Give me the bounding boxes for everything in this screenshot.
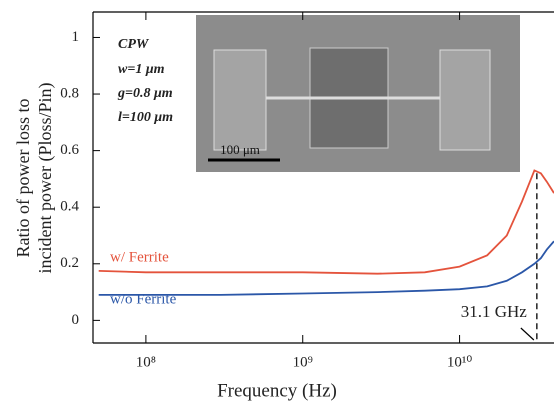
y-axis-label-line: Ratio of power loss to <box>13 99 33 258</box>
inset-text: g=0.8 μm <box>117 86 173 101</box>
y-tick-label: 0.2 <box>60 255 79 271</box>
y-axis-label-line: incident power (Ploss/Pin) <box>35 83 56 274</box>
inset-pad <box>440 50 490 150</box>
y-axis-label: Ratio of power loss to incident power (P… <box>13 83 56 274</box>
inset-text: CPW <box>118 37 150 52</box>
inset-image: 100 μm <box>196 15 520 172</box>
y-tick-label: 0 <box>72 312 80 328</box>
series-label: w/ Ferrite <box>110 249 169 265</box>
x-tick-label: 10⁸ <box>136 354 156 370</box>
scale-label: 100 μm <box>220 142 260 157</box>
marker-label: 31.1 GHz <box>461 302 528 321</box>
x-tick-label: 10¹⁰ <box>447 354 473 370</box>
y-tick-label: 0.8 <box>60 85 79 101</box>
marker-arrow <box>521 328 534 340</box>
inset-text: l=100 μm <box>118 110 173 125</box>
y-tick-label: 0.6 <box>60 142 79 158</box>
chart: 100 μm Frequency (Hz) Ratio of power los… <box>0 0 554 403</box>
x-tick-label: 10⁹ <box>293 354 313 370</box>
series-label: w/o Ferrite <box>110 291 177 307</box>
inset-pad <box>214 50 266 150</box>
x-axis-label: Frequency (Hz) <box>217 380 337 401</box>
y-tick-label: 0.4 <box>60 199 79 215</box>
y-tick-label: 1 <box>72 29 80 45</box>
inset-text: w=1 μm <box>118 62 165 77</box>
